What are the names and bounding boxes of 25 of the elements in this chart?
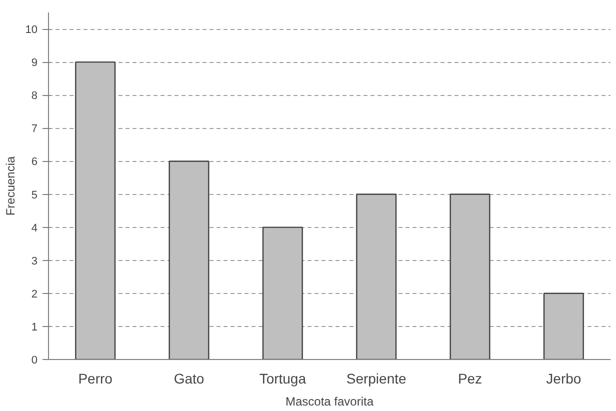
x-axis-title: Mascota favorita	[285, 394, 374, 408]
y-tick-label: 5	[31, 189, 38, 202]
x-tick-label: Pez	[458, 370, 482, 386]
y-tick-label: 3	[31, 255, 38, 268]
y-axis-title: Frecuencia	[3, 156, 18, 216]
y-tick-label: 9	[31, 57, 38, 70]
bar	[75, 61, 116, 360]
bar	[356, 194, 397, 360]
x-tick-label: Perro	[78, 370, 113, 386]
x-tick-label: Tortuga	[259, 370, 306, 386]
y-tick-label: 7	[31, 123, 38, 136]
bar	[262, 226, 303, 360]
bar	[450, 194, 490, 360]
y-tick-label: 6	[31, 156, 38, 168]
y-tick-label: 1	[31, 321, 38, 334]
bar	[543, 292, 584, 360]
y-tick-label: 0	[31, 354, 38, 366]
x-tick-label: Serpiente	[346, 370, 407, 386]
bar	[168, 160, 210, 360]
x-tick-label: Jerbo	[546, 370, 582, 386]
x-tick-label: Gato	[174, 370, 204, 386]
y-tick-label: 8	[31, 90, 38, 102]
y-tick-label: 2	[31, 288, 38, 300]
y-tick-label: 4	[31, 222, 38, 234]
y-tick-label: 10	[25, 24, 38, 36]
